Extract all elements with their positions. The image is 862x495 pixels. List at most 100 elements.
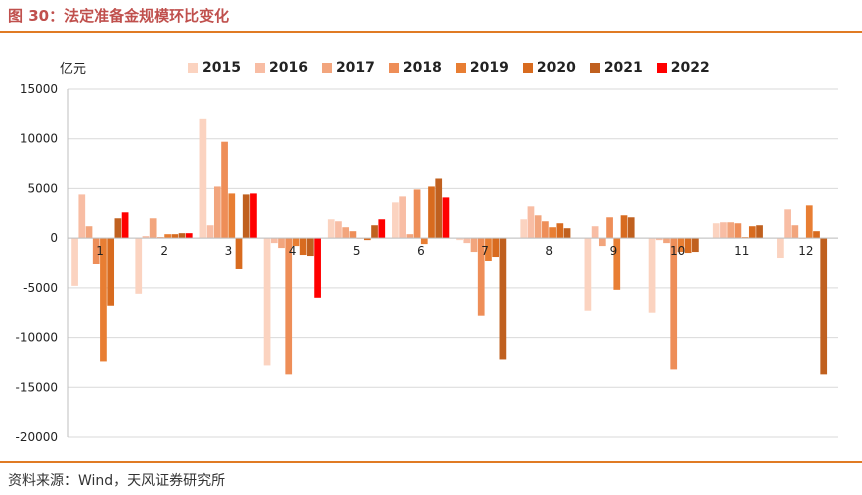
bar-2016-2 — [142, 236, 150, 239]
x-tick-label: 2 — [160, 244, 168, 258]
bar-2018-4 — [285, 238, 293, 375]
legend-label: 2022 — [670, 60, 710, 76]
bar-2021-8 — [563, 228, 571, 239]
legend-label: 2021 — [603, 60, 643, 76]
legend-label: 2018 — [402, 60, 442, 76]
legend-label: 2015 — [202, 60, 241, 76]
bar-2019-6 — [420, 238, 428, 245]
bar-2017-12 — [791, 225, 799, 239]
legend-item-2021: 2021 — [589, 60, 643, 76]
y-tick-label: 0 — [50, 231, 58, 245]
bar-2017-5 — [342, 227, 350, 239]
bar-2022-4 — [314, 238, 321, 298]
bar-2017-7 — [470, 238, 478, 253]
bar-2017-8 — [534, 215, 542, 239]
bar-2021-7 — [499, 238, 507, 360]
y-tick-label: 10000 — [20, 132, 58, 146]
x-tick-label: 8 — [545, 244, 553, 258]
bar-2020-10 — [684, 238, 692, 254]
bar-2021-9 — [627, 217, 635, 239]
bar-2017-3 — [213, 186, 221, 239]
bar-2019-2 — [164, 234, 171, 239]
x-tick-label: 5 — [353, 244, 361, 258]
x-tick-label: 7 — [481, 244, 489, 258]
y-axis-unit: 亿元 — [60, 62, 87, 77]
y-tick-label: -20000 — [15, 430, 58, 444]
bar-2021-12 — [820, 238, 828, 375]
top-rule — [0, 31, 862, 33]
legend-item-2016: 2016 — [254, 60, 308, 76]
x-tick-label: 9 — [610, 244, 618, 258]
x-tick-label: 12 — [798, 244, 813, 258]
bar-2015-10 — [648, 238, 656, 313]
x-tick-label: 10 — [670, 244, 685, 258]
bar-2021-5 — [371, 225, 378, 239]
legend-swatch — [656, 63, 667, 73]
legend-item-2015: 2015 — [188, 60, 241, 76]
y-tick-label: -5000 — [23, 281, 58, 295]
bar-2020-8 — [556, 223, 564, 239]
bar-2019-7 — [485, 238, 492, 262]
bar-2022-6 — [442, 197, 450, 239]
bar-2019-8 — [549, 227, 556, 239]
bar-2019-1 — [100, 238, 107, 362]
legend-item-2019: 2019 — [455, 60, 509, 76]
x-tick-label: 11 — [734, 244, 749, 258]
bar-2016-6 — [399, 196, 406, 239]
bar-2017-9 — [598, 238, 606, 247]
source-note: 资料来源：Wind，天风证券研究所 — [8, 473, 226, 489]
bar-2016-7 — [463, 238, 471, 244]
legend-swatch — [522, 63, 533, 73]
bar-2016-3 — [206, 225, 214, 239]
bar-2021-1 — [114, 218, 122, 239]
bar-2019-3 — [228, 193, 236, 239]
bar-2021-6 — [435, 178, 443, 239]
bar-2017-2 — [149, 218, 157, 239]
legend-swatch — [589, 63, 600, 73]
bar-2020-9 — [620, 215, 628, 239]
bar-2019-4 — [292, 238, 300, 247]
bar-2018-10 — [670, 238, 678, 370]
bar-2017-6 — [406, 234, 414, 239]
bar-2015-5 — [327, 219, 335, 239]
bottom-rule — [0, 461, 862, 463]
bar-2020-1 — [107, 238, 115, 306]
legend-swatch — [188, 63, 198, 73]
bar-2019-12 — [805, 205, 813, 239]
bar-2020-7 — [492, 238, 500, 258]
bar-2018-3 — [221, 141, 228, 239]
bar-2019-9 — [613, 238, 621, 290]
y-tick-label: -10000 — [15, 331, 58, 345]
bar-2016-9 — [591, 226, 599, 239]
legend-item-2020: 2020 — [522, 60, 576, 76]
bar-2015-6 — [392, 202, 399, 239]
y-tick-label: 15000 — [20, 82, 58, 96]
bar-2015-8 — [520, 219, 528, 239]
bar-2020-2 — [171, 234, 179, 239]
legend-label: 2016 — [268, 60, 308, 76]
bar-2020-5 — [363, 238, 371, 241]
legend-label: 2019 — [469, 60, 509, 76]
bar-2021-2 — [178, 233, 186, 239]
bar-2016-4 — [270, 238, 278, 244]
bar-2021-4 — [307, 238, 314, 257]
x-tick-label: 3 — [225, 244, 233, 258]
legend-item-2022: 2022 — [656, 60, 710, 76]
x-tick-label: 1 — [96, 244, 104, 258]
bar-2019-10 — [677, 238, 685, 253]
bar-2015-1 — [71, 238, 78, 286]
chart-legend: 2015 2016 2017 2018 2019 2020 2021 2022 — [188, 60, 710, 76]
bar-2022-2 — [185, 233, 193, 239]
legend-item-2017: 2017 — [321, 60, 375, 76]
bar-2018-7 — [477, 238, 485, 316]
bar-2015-11 — [712, 223, 720, 239]
legend-label: 2020 — [536, 60, 576, 76]
bar-2016-1 — [78, 194, 86, 239]
bar-2015-7 — [456, 238, 463, 241]
bar-2016-5 — [335, 221, 342, 239]
bar-2018-11 — [734, 223, 742, 239]
bar-2021-10 — [692, 238, 699, 253]
bar-2018-6 — [413, 189, 421, 239]
legend-swatch — [254, 63, 265, 73]
